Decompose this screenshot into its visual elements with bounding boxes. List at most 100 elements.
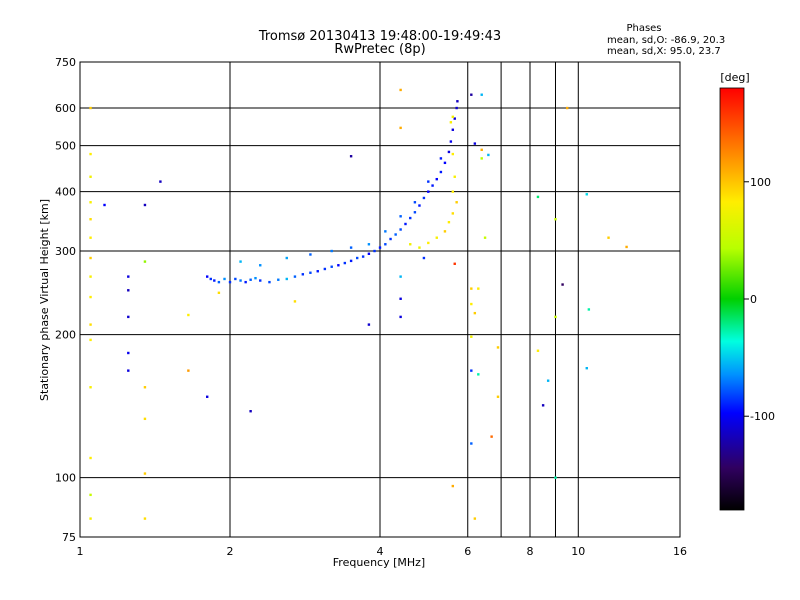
x-axis-ticks: 1 2 4 6 8 10 16 [77,545,688,558]
data-point [355,256,359,260]
data-point [404,222,407,226]
data-point [447,150,451,154]
data-point [293,300,297,303]
data-point [451,484,455,488]
data-point [127,351,130,355]
data-point [143,517,147,520]
data-point [585,366,588,370]
data-point [418,204,421,207]
data-point [239,260,242,263]
data-point [330,249,333,253]
data-point [449,140,453,143]
data-point [451,128,455,131]
data-point [143,386,147,389]
data-point [456,100,459,103]
data-point [451,152,455,156]
y-tick-label: 400 [55,186,76,199]
data-point [394,233,397,236]
colorbar-tick-label: -100 [750,410,775,423]
colorbar-tick-label: 100 [750,176,771,189]
data-point [470,302,473,306]
chart-title: Tromsø 20130413 19:48:00-19:49:43 [258,29,501,44]
data-point [399,215,402,218]
data-point [554,476,557,479]
data-point [367,323,371,326]
data-point [187,313,190,317]
data-point [217,280,221,284]
data-point [496,346,500,349]
data-point [455,201,458,204]
data-point [399,228,402,231]
data-point [449,121,453,124]
x-axis-label: Frequency [MHz] [333,556,425,569]
data-point [89,236,92,239]
data-point [409,243,412,246]
data-point [496,395,500,398]
data-point [443,161,447,165]
x-tick-label: 4 [377,545,384,558]
data-point [89,275,92,278]
data-point [435,177,438,181]
x-tick-label: 16 [673,545,687,558]
x-tick-label: 6 [464,545,471,558]
data-point [477,373,480,376]
data-point [536,349,540,352]
data-point [435,236,438,239]
data-point [209,277,212,281]
data-point [217,291,221,295]
data-point [309,253,312,256]
data-point [89,218,92,221]
data-point [378,246,382,249]
colorbar [719,87,745,511]
data-point [399,126,402,130]
data-point [259,279,262,282]
data-point [127,315,130,319]
data-point [453,117,456,120]
data-point [277,278,280,281]
data-point [470,442,473,445]
data-point [541,404,545,407]
data-point [89,256,92,260]
data-point [453,175,456,178]
data-point [480,93,483,96]
data-point [89,295,92,299]
data-point [89,175,92,178]
data-point [607,236,610,239]
data-point [349,246,353,249]
data-point [470,287,473,290]
phases-title: Phases [626,23,661,34]
x-tick-label: 8 [527,545,534,558]
data-point [439,170,443,174]
data-point [625,245,628,249]
y-tick-label: 600 [55,102,76,115]
phases-o-mode: mean, sd,O: -86.9, 20.3 [607,35,725,46]
data-point [455,106,458,110]
data-point [361,255,365,258]
x-tick-label: 1 [77,545,84,558]
data-point [470,335,473,338]
data-point [565,106,569,110]
data-point [343,261,347,265]
x-tick-label: 2 [227,545,234,558]
data-point [451,190,455,193]
data-point [546,379,550,382]
data-point [127,289,130,292]
y-tick-label: 750 [55,56,76,69]
data-point [349,155,353,158]
data-point [427,241,430,245]
data-point [89,201,92,204]
data-point [316,270,319,273]
data-point [143,260,147,263]
data-point [451,115,455,119]
data-point [477,287,480,290]
data-point [451,212,455,215]
data-point [447,220,451,224]
data-point [268,280,271,284]
data-point [483,236,487,239]
data-point [89,323,92,326]
grid-lines [80,62,680,537]
data-point [587,308,591,311]
data-point [244,280,247,284]
y-tick-label: 500 [55,140,76,153]
